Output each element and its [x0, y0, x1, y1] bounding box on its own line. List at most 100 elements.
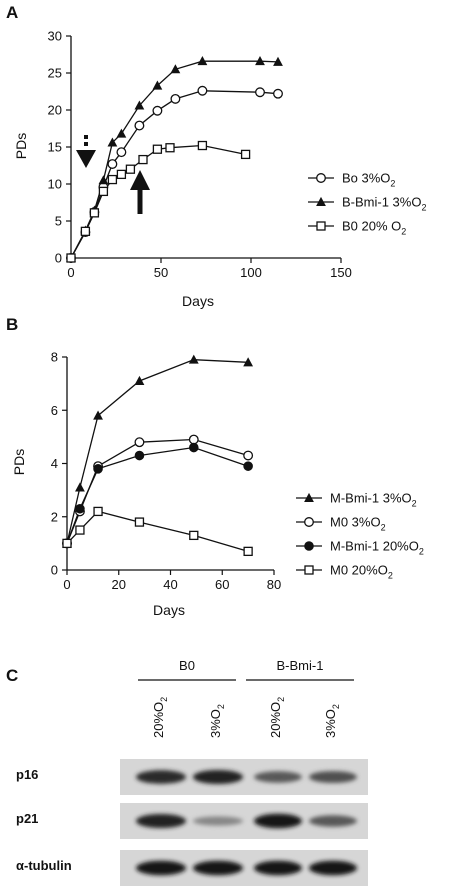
chart-b-xlabel: Days	[153, 602, 185, 618]
chart-b-series-0-point	[134, 375, 145, 385]
blot-row-label: p21	[16, 811, 38, 826]
lane-label: 20%O2	[268, 697, 286, 738]
blot-band	[136, 860, 186, 876]
chart-a-y-tick-label: 10	[48, 177, 62, 192]
chart-b-series-0-point	[93, 410, 103, 420]
chart-b-y-tick-label: 4	[51, 456, 58, 471]
chart-b-legend-marker	[304, 541, 314, 551]
chart-b-series-3-point	[75, 525, 85, 535]
chart-a-series-0-point	[134, 120, 145, 131]
chart-b-x-tick-label: 20	[112, 577, 126, 592]
blot-band	[309, 815, 357, 827]
chart-a-y-tick-label: 5	[55, 214, 62, 229]
chart-a-legend-marker	[316, 221, 326, 231]
chart-a-series-2-point	[197, 140, 208, 151]
chart-a-series-2-point	[125, 164, 136, 174]
blot-band	[193, 769, 243, 785]
chart-a-series-0-point	[152, 105, 163, 116]
group-b-bmi1: B-Bmi-1	[246, 658, 354, 681]
chart-a-series-2-point	[89, 208, 100, 218]
chart-b-x-tick-label: 80	[267, 577, 281, 592]
chart-b-series-1-point	[188, 434, 199, 445]
group-b-bmi1-label: B-Bmi-1	[277, 658, 324, 673]
chart-a-y-tick-label: 20	[48, 103, 62, 118]
chart-b-series-0-point	[188, 354, 199, 364]
blot-row-1: p21	[16, 803, 368, 839]
chart-a-legend-item: Bo 3%O2	[308, 171, 395, 189]
chart-a-x-tick-label: 100	[240, 265, 262, 280]
chart-a-legend-item: B0 20% O2	[308, 219, 406, 237]
chart-b-legend-item: M-Bmi-1 20%O2	[296, 539, 424, 557]
chart-a-series-0-point	[170, 93, 181, 104]
chart-a-legend-marker	[316, 173, 326, 183]
chart-a-y-tick-label: 0	[55, 251, 62, 266]
chart-b-legend-item: M0 3%O2	[296, 515, 386, 533]
chart-b-legend-label: M-Bmi-1 3%O2	[330, 491, 417, 509]
chart-a-series-1-point	[255, 56, 265, 66]
chart-a-series-0-point	[107, 159, 118, 169]
panel-a-label: A	[6, 3, 18, 22]
chart-a-x-tick-label: 50	[154, 265, 168, 280]
chart-a-series-1-point	[273, 56, 283, 66]
chart-a-series-2-point	[66, 253, 76, 263]
chart-a-series-1-point	[197, 56, 208, 66]
chart-b-y-tick-label: 2	[51, 509, 58, 524]
chart-a-series-2-point	[138, 154, 148, 165]
chart-b-series-3-point	[189, 530, 199, 541]
chart-a-series-2-point	[116, 169, 127, 180]
blot-band	[193, 816, 243, 826]
chart-a-series-2-point	[240, 149, 251, 160]
chart-b-ylabel: PDs	[11, 449, 27, 475]
chart-a-series-1-point	[107, 137, 118, 147]
blot-row-label: p16	[16, 767, 38, 782]
chart-a-ylabel: PDs	[13, 133, 29, 159]
chart-a-series-1-point	[116, 128, 127, 138]
blot-row-0: p16	[16, 759, 368, 795]
chart-a-y-tick-label: 15	[48, 140, 62, 155]
panel-a: A 0 50 100 150 0 5 10 15 20 25 30 Days PDs Bo 3%O2…	[6, 3, 426, 309]
chart-b-series-2-point	[243, 461, 253, 471]
chart-b-series-2-point	[75, 503, 85, 514]
chart-a-x-tick-label: 150	[330, 265, 352, 280]
blot-band	[309, 860, 357, 876]
chart-b-series-3-line	[66, 510, 249, 553]
chart-b-legend-marker	[304, 492, 314, 502]
blot-band	[254, 860, 302, 876]
panel-c-label: C	[6, 666, 18, 685]
chart-a-y-tick-label: 30	[48, 29, 62, 44]
chart-a-series-2-point	[98, 186, 109, 197]
chart-b-legend-marker	[304, 565, 314, 575]
chart-b-series-0-point	[243, 357, 254, 367]
chart-b-legend-label: M0 3%O2	[330, 515, 386, 533]
chart-a-series-0-point	[116, 147, 127, 158]
chart-b-series-2-line	[66, 446, 249, 544]
blot-band	[254, 771, 302, 783]
chart-a-series-0-point	[255, 87, 265, 98]
chart-b-series-3-point	[243, 546, 253, 557]
blot-row-2: α-tubulin	[16, 850, 368, 886]
blot-rows: p16 p21 α-tubulin	[16, 759, 368, 886]
panel-c: C B0 B-Bmi-1 20%O2 3%O2 20%O2 3%O2 p16 p21 α-…	[6, 658, 368, 886]
blot-row-label: α-tubulin	[16, 858, 72, 873]
lane-label: 3%O2	[323, 704, 341, 738]
chart-b-series-0-point	[75, 482, 85, 492]
group-b0-label: B0	[179, 658, 195, 673]
chart-a-series-1-point	[152, 80, 163, 90]
chart-a-legend: Bo 3%O2 B-Bmi-1 3%O2 B0 20% O2	[308, 171, 426, 237]
chart-a-series-1-point	[170, 64, 181, 74]
chart-a-series-2-point	[80, 226, 91, 237]
chart-a-series-2-point	[165, 143, 175, 153]
chart-b-legend-item: M0 20%O2	[296, 563, 393, 581]
chart-a-x-tick-label: 0	[67, 265, 74, 280]
chart-a-series-2-point	[107, 174, 118, 185]
chart-a-series-1-line	[70, 60, 279, 259]
chart-b-legend-marker	[304, 517, 314, 527]
chart-b-series-2-point	[93, 464, 103, 474]
chart-b-series-3-point	[62, 538, 72, 549]
lane-label: 3%O2	[208, 704, 226, 738]
panel-b-label: B	[6, 315, 18, 334]
chart-a-y-tick-label: 25	[48, 66, 62, 81]
blot-band	[136, 813, 186, 829]
chart-a-series-2-point	[152, 144, 163, 154]
